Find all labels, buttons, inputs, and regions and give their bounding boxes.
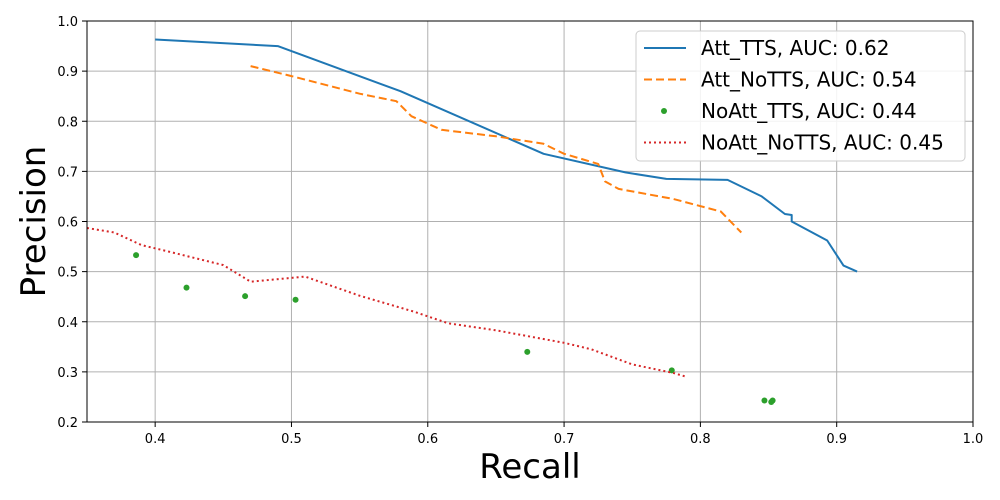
series-layer	[87, 38, 858, 405]
data-point	[292, 296, 299, 303]
x-tick-label: 0.9	[826, 432, 847, 447]
y-tick-label: 0.3	[57, 366, 78, 381]
series-line	[155, 38, 858, 273]
x-tick-label: 0.4	[145, 432, 166, 447]
y-axis-label: Precision	[14, 146, 54, 298]
series-line	[87, 227, 688, 378]
legend-entry: NoAtt_TTS, AUC: 0.44	[701, 99, 917, 123]
data-point	[761, 397, 768, 404]
x-axis-label: Recall	[479, 447, 580, 487]
y-tick-label: 0.7	[57, 165, 78, 180]
x-tick-label: 0.5	[281, 432, 302, 447]
y-tick-label: 1.0	[57, 15, 78, 30]
x-tick-label: 1.0	[963, 432, 984, 447]
legend: Att_TTS, AUC: 0.62 Att_NoTTS, AUC: 0.54 No…	[635, 30, 966, 162]
data-point	[668, 367, 675, 374]
y-tick-label: 0.6	[57, 216, 78, 231]
y-tick-label: 0.4	[57, 316, 78, 331]
data-point	[524, 348, 531, 355]
ticks: 0.4 0.5 0.6 0.7 0.8 0.9 1.0 0.2 0.3 0.4 0.5 0.6 0.7 0…	[57, 15, 983, 447]
y-tick-label: 0.9	[57, 65, 78, 80]
data-point	[133, 252, 140, 259]
legend-entry: NoAtt_NoTTS, AUC: 0.45	[701, 131, 944, 155]
y-tick-label: 0.2	[57, 416, 78, 431]
legend-entry: Att_TTS, AUC: 0.62	[701, 36, 889, 60]
data-point	[769, 397, 776, 404]
y-tick-label: 0.5	[57, 266, 78, 281]
data-point	[242, 293, 249, 300]
legend-box	[635, 30, 966, 162]
series-line	[250, 65, 743, 234]
x-tick-label: 0.6	[417, 432, 438, 447]
x-tick-label: 0.7	[554, 432, 575, 447]
data-point	[183, 284, 190, 291]
legend-entry: Att_NoTTS, AUC: 0.54	[701, 68, 917, 92]
y-tick-label: 0.8	[57, 115, 78, 130]
legend-marker	[661, 108, 667, 114]
x-tick-label: 0.8	[690, 432, 711, 447]
